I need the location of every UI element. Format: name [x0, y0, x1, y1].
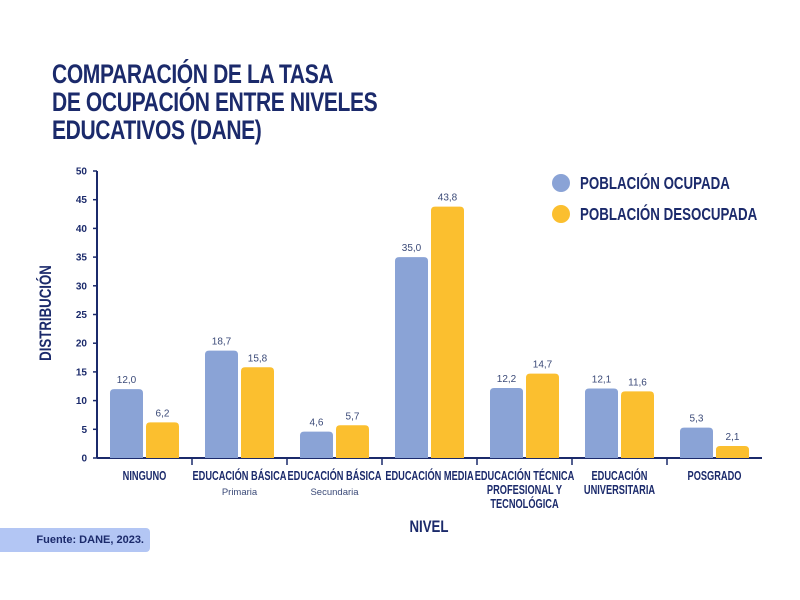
bar-desocupada [716, 445, 749, 458]
y-tick-label: 0 [81, 454, 87, 465]
x-tick-label: POSGRADO [688, 470, 742, 484]
data-label: 2,1 [726, 432, 740, 443]
x-tick-label: TECNOLÓGICA [490, 497, 558, 512]
y-tick-label: 50 [76, 167, 88, 178]
x-tick-label: EDUCACIÓN TÉCNICA [475, 469, 575, 484]
x-tick-label: NINGUNO [123, 470, 167, 484]
bar-ocupada [490, 387, 523, 458]
bar-ocupada [585, 388, 618, 458]
y-tick-label: 30 [76, 281, 88, 292]
data-label: 12,2 [497, 374, 517, 385]
bar-ocupada [680, 427, 713, 458]
x-tick-label: EDUCACIÓN BÁSICA [288, 469, 382, 484]
data-label: 12,0 [117, 375, 137, 386]
bar-ocupada [300, 431, 333, 458]
y-tick-label: 25 [76, 310, 88, 321]
x-tick-sublabel: Primaria [222, 487, 258, 498]
x-tick-label: EDUCACIÓN [592, 469, 648, 484]
y-tick-label: 20 [76, 339, 88, 350]
x-tick-label: PROFESIONAL Y [487, 484, 563, 498]
legend-marker [552, 205, 570, 223]
bar-desocupada [336, 425, 369, 458]
bar-desocupada [431, 206, 464, 458]
data-label: 18,7 [212, 337, 232, 348]
y-tick-label: 15 [76, 367, 88, 378]
y-tick-label: 10 [76, 396, 88, 407]
bar-desocupada [621, 391, 654, 458]
legend-marker [552, 174, 570, 192]
x-tick-label: EDUCACIÓN BÁSICA [193, 469, 287, 484]
data-label: 43,8 [438, 193, 458, 204]
data-label: 11,6 [628, 377, 647, 388]
bar-ocupada [395, 257, 428, 458]
source-text: Fuente: DANE, 2023. [36, 534, 144, 546]
data-label: 15,8 [248, 353, 268, 364]
data-label: 35,0 [402, 243, 422, 254]
source-note: Fuente: DANE, 2023. [0, 528, 150, 552]
y-tick-label: 45 [76, 195, 88, 206]
x-axis-title: NIVEL [409, 518, 448, 537]
x-tick-label: EDUCACIÓN MEDIA [385, 469, 473, 484]
bar-ocupada [110, 389, 143, 458]
y-tick-label: 40 [76, 224, 88, 235]
data-label: 6,2 [156, 408, 170, 419]
legend-label: POBLACIÓN DESOCUPADA [580, 203, 758, 225]
y-tick-label: 5 [81, 425, 87, 436]
y-tick-label: 35 [76, 253, 88, 264]
x-tick-sublabel: Secundaria [310, 487, 359, 498]
data-label: 14,7 [533, 360, 553, 371]
chart-title: COMPARACIÓN DE LA TASA DE OCUPACIÓN ENTR… [52, 59, 378, 145]
bar-desocupada [526, 373, 559, 458]
data-label: 12,1 [592, 375, 612, 386]
y-axis-title: DISTRIBUCIÓN [35, 265, 55, 361]
bar-ocupada [205, 350, 238, 458]
legend-label: POBLACIÓN OCUPADA [580, 172, 730, 194]
data-label: 4,6 [310, 418, 324, 429]
x-tick-label: UNIVERSITARIA [584, 484, 655, 498]
bar-desocupada [146, 422, 179, 458]
bar-desocupada [241, 367, 274, 458]
data-label: 5,7 [346, 411, 360, 422]
data-label: 5,3 [690, 414, 704, 425]
